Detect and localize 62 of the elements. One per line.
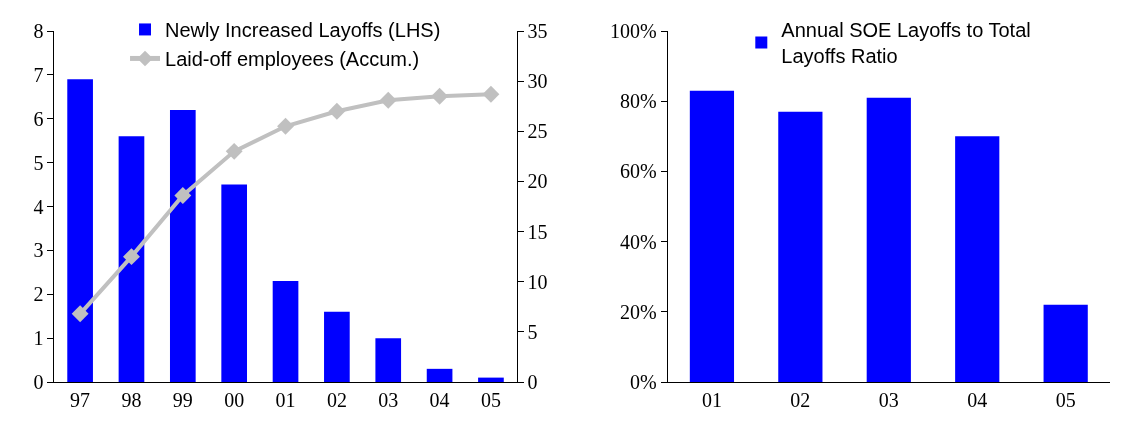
legend-label: Annual SOE Layoffs to Total Layoffs Ratio [781, 19, 1031, 68]
bar [272, 281, 299, 382]
y-tick-label: 0% [630, 371, 657, 393]
x-tick-label: 03 [378, 389, 399, 411]
x-tick-label: 02 [790, 389, 811, 411]
point [328, 102, 346, 120]
point [71, 305, 89, 323]
x-tick-label: 05 [1055, 389, 1076, 411]
x-tick-label: 00 [224, 389, 245, 411]
bar [689, 90, 735, 382]
bar [866, 97, 911, 382]
y2-tick-label: 35 [527, 20, 548, 42]
y-tick-label: 2 [33, 283, 44, 306]
y-tick-label: 6 [33, 107, 44, 130]
y2-tick-label: 0 [527, 371, 538, 393]
point [379, 91, 397, 109]
y-tick-label: 100% [610, 20, 657, 42]
y2-tick-label: 30 [527, 70, 548, 93]
y-tick-label: 3 [33, 239, 44, 262]
bar [169, 109, 196, 382]
y2-tick-label: 10 [527, 270, 548, 293]
y-tick-label: 8 [33, 20, 44, 42]
y-tick-label: 1 [33, 327, 44, 350]
x-tick-label: 99 [172, 389, 193, 411]
y-tick-label: 80% [620, 90, 657, 113]
legend-label: Newly Increased Layoffs (LHS) [165, 19, 441, 42]
bar [1043, 304, 1088, 382]
x-tick-label: 01 [275, 389, 296, 411]
x-tick-label: 97 [70, 389, 91, 411]
bar [67, 79, 93, 382]
bar [955, 136, 1000, 382]
x-tick-label: 05 [480, 389, 501, 411]
x-tick-label: 02 [326, 389, 347, 411]
y-tick-label: 4 [33, 195, 44, 218]
bar [426, 368, 453, 382]
bar [478, 377, 504, 382]
x-tick-label: 03 [878, 389, 899, 411]
x-tick-label: 04 [967, 389, 988, 411]
point [225, 142, 243, 160]
x-tick-label: 04 [429, 389, 450, 411]
y-tick-label: 7 [33, 63, 44, 86]
x-tick-label: 01 [701, 389, 722, 411]
y2-tick-label: 5 [527, 320, 538, 343]
bar [118, 136, 145, 382]
point [123, 248, 140, 266]
y2-tick-label: 25 [527, 120, 548, 143]
bar [324, 311, 350, 382]
y-tick-label: 60% [620, 160, 657, 183]
y-tick-label: 40% [620, 230, 657, 253]
bar [221, 184, 248, 382]
legend-label: Laid-off employees (Accum.) [165, 48, 420, 71]
point [482, 85, 500, 103]
y-tick-label: 5 [33, 151, 44, 174]
point [277, 117, 294, 135]
bar [778, 111, 823, 382]
y-tick-label: 20% [620, 300, 657, 323]
bar [375, 338, 402, 382]
y2-tick-label: 20 [527, 170, 548, 193]
y2-tick-label: 15 [527, 220, 548, 243]
point [174, 187, 192, 204]
y-tick-label: 0 [33, 371, 44, 393]
x-tick-label: 98 [121, 389, 142, 411]
